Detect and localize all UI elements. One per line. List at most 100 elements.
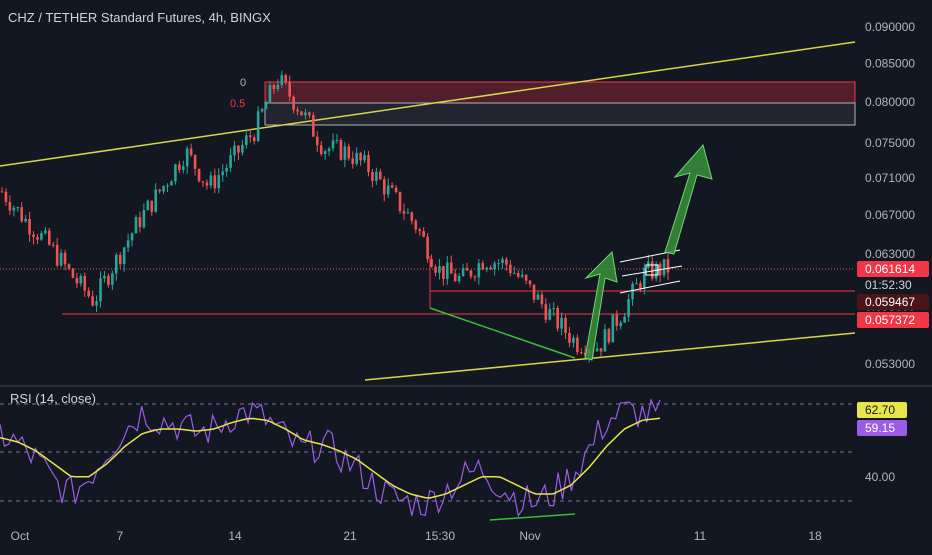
rsi-value: 59.15 <box>865 421 895 435</box>
candles-group <box>0 70 670 363</box>
candle-body <box>481 263 485 270</box>
candle-body <box>221 171 224 176</box>
candle-body <box>446 262 449 280</box>
time-tick-5: Nov <box>519 529 540 543</box>
candle-body <box>63 252 67 265</box>
candle-body <box>493 263 496 270</box>
candle-body <box>477 263 481 278</box>
candle-body <box>8 201 12 211</box>
candle-body <box>0 191 4 193</box>
rsi-badge <box>857 420 907 436</box>
candle-body <box>540 294 544 305</box>
candle-body <box>122 247 126 265</box>
price-tick-1: 0.085000 <box>865 56 915 70</box>
candle-body <box>607 329 611 343</box>
candle-body <box>28 218 31 235</box>
candle-body <box>44 230 47 234</box>
candle-body <box>576 337 579 353</box>
candle-body <box>580 352 583 354</box>
candle-body <box>83 275 87 291</box>
candle-body <box>505 259 508 265</box>
candle-body <box>662 259 666 276</box>
candle-body <box>4 191 8 202</box>
chart-title: CHZ / TETHER Standard Futures, 4h, BINGX <box>8 10 271 25</box>
green-arrow-large <box>664 143 713 255</box>
candle-body <box>138 217 142 228</box>
candle-body <box>331 140 335 149</box>
candle-body <box>363 155 366 161</box>
candle-body <box>615 314 619 326</box>
price-tick-3: 0.075000 <box>865 136 915 150</box>
rsi-divergence-line <box>489 513 576 521</box>
candle-body <box>371 171 374 181</box>
candle-body <box>178 164 181 170</box>
candle-body <box>237 145 240 153</box>
candle-body <box>560 317 563 329</box>
level-2-value: 0.057372 <box>865 313 915 327</box>
candle-body <box>174 164 177 182</box>
level-2-badge <box>857 312 929 328</box>
candle-body <box>359 152 362 161</box>
candle-body <box>162 185 165 192</box>
candle-body <box>300 111 303 116</box>
candle-body <box>20 207 24 222</box>
time-tick-2: 14 <box>228 529 242 543</box>
candle-body <box>536 294 540 300</box>
candle-body <box>643 267 646 289</box>
candle-body <box>99 278 102 302</box>
candle-body <box>292 96 295 110</box>
rsi-tick-label: 40.00 <box>865 470 895 484</box>
candle-body <box>130 233 134 241</box>
candle-body <box>449 262 453 274</box>
candle-body <box>544 304 548 320</box>
candle-body <box>241 144 244 153</box>
countdown-badge <box>857 277 929 292</box>
channel-bottom <box>619 280 681 294</box>
candle-body <box>639 283 642 289</box>
candle-body <box>197 168 201 182</box>
candle-body <box>103 275 106 279</box>
candle-body <box>501 259 504 264</box>
candle-body <box>457 275 461 282</box>
candle-body <box>556 307 559 329</box>
level-1-badge <box>857 294 929 310</box>
candle-body <box>382 179 386 195</box>
countdown-value: 01:52:30 <box>865 278 912 292</box>
price-axis: 0.090000 0.085000 0.080000 0.075000 0.071000… <box>865 20 915 371</box>
candle-body <box>158 189 161 192</box>
candle-body <box>627 299 630 317</box>
candle-body <box>75 277 79 284</box>
candle-body <box>193 154 197 169</box>
candle-body <box>654 263 658 279</box>
candle-body <box>595 348 599 352</box>
fib-zone <box>264 102 856 126</box>
candle-body <box>635 283 638 285</box>
channel-box <box>645 264 659 276</box>
candle-body <box>339 139 343 160</box>
candle-body <box>248 135 252 138</box>
candle-body <box>256 111 260 142</box>
candle-body <box>134 217 138 234</box>
candle-body <box>465 268 469 271</box>
candle-body <box>245 135 248 145</box>
candle-body <box>347 146 351 159</box>
candle-body <box>351 158 355 164</box>
candle-body <box>513 273 516 275</box>
last-price-value: 0.061614 <box>865 262 915 276</box>
candle-body <box>619 322 623 326</box>
candle-body <box>142 210 146 228</box>
candle-body <box>126 240 130 248</box>
candle-body <box>264 103 268 110</box>
candle-body <box>497 263 500 265</box>
candle-body <box>438 266 441 273</box>
candle-body <box>12 207 16 211</box>
candle-body <box>402 211 406 214</box>
candle-body <box>568 332 571 343</box>
time-tick-7: 18 <box>808 529 822 543</box>
candle-body <box>32 234 35 238</box>
candle-body <box>509 264 512 274</box>
candle-body <box>312 115 315 137</box>
candle-body <box>485 267 489 270</box>
candle-body <box>114 254 118 274</box>
candle-body <box>489 267 492 270</box>
